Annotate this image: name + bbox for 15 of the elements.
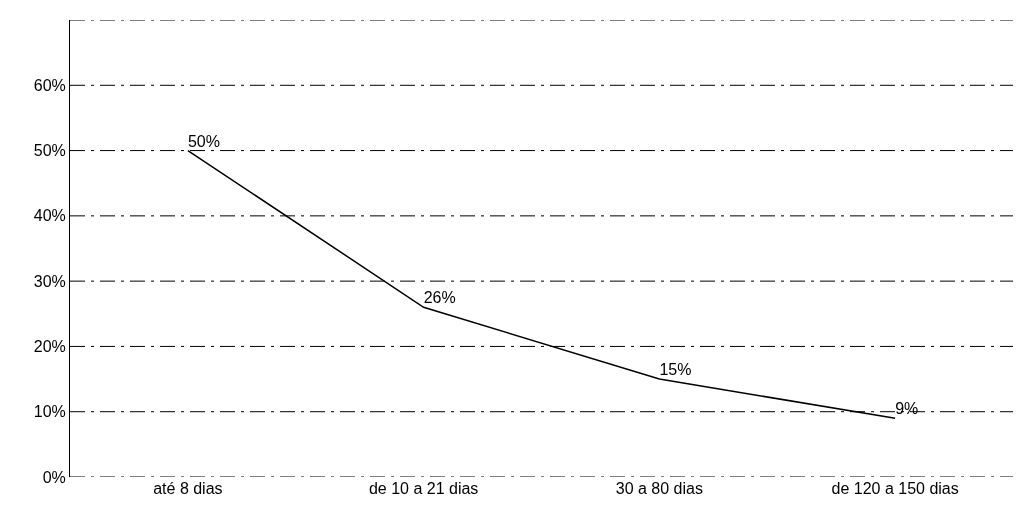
- x-tick-label: de 10 a 21 dias: [368, 480, 479, 497]
- y-tick-label: 40%: [33, 207, 66, 225]
- text: 50%: [187, 132, 220, 150]
- x-tick-label: de 120 a 150 dias: [831, 480, 959, 497]
- y-tick-label: 0%: [42, 468, 66, 486]
- y-tick-label: 30%: [33, 272, 66, 290]
- x-tick-label: 30 a 80 dias: [615, 480, 703, 497]
- text: 26%: [423, 289, 456, 307]
- text: 9%: [895, 400, 919, 418]
- y-tick-label: 60%: [33, 76, 66, 94]
- y-tick-label: 10%: [33, 403, 66, 421]
- x-tick-label: até 8 dias: [153, 480, 223, 497]
- y-tick-label: 20%: [33, 338, 66, 356]
- text: 15%: [659, 361, 692, 379]
- y-tick-label: 50%: [33, 142, 66, 160]
